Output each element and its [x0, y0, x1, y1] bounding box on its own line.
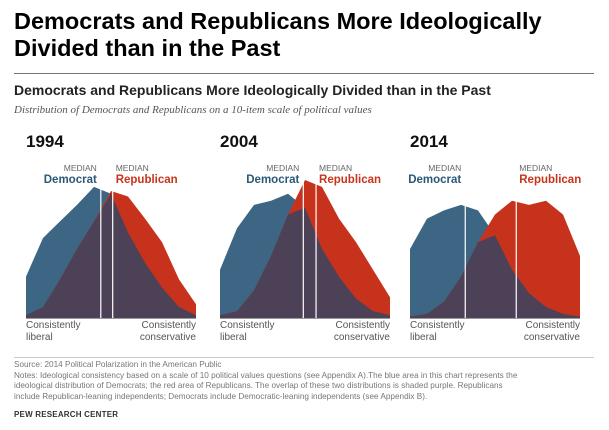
- year-label: 1994: [26, 132, 64, 151]
- distribution-plot-1994: [26, 176, 196, 319]
- source-note: Source: 2014 Political Polarization in t…: [14, 360, 222, 369]
- notes-divider: [14, 357, 594, 358]
- median-label-democrat: MEDIAN: [266, 163, 300, 173]
- pew-research-center-credit: PEW RESEARCH CENTER: [14, 410, 119, 419]
- democrat-label: Democrat: [43, 174, 97, 186]
- republican-label: Republican: [115, 174, 178, 186]
- chart-panel-2014: 2014 MEDIAN MEDIAN Democrat Republican C…: [408, 132, 582, 352]
- overlap-distribution-area: [410, 235, 580, 318]
- consistently-conservative-label: Consistently conservative: [523, 320, 580, 343]
- median-label-democrat: MEDIAN: [428, 163, 462, 173]
- median-label-republican: MEDIAN: [319, 163, 353, 173]
- title-divider: [14, 73, 594, 74]
- chart-description: Distribution of Democrats and Republican…: [14, 104, 372, 116]
- democrat-label: Democrat: [246, 174, 300, 186]
- republican-label: Republican: [519, 174, 582, 186]
- distribution-plot-2014: [410, 176, 580, 319]
- median-label-republican: MEDIAN: [115, 163, 149, 173]
- consistently-liberal-label: Consistently liberal: [410, 320, 465, 343]
- chart-panel-1994: 1994 MEDIAN MEDIAN Democrat Republican C…: [26, 132, 196, 352]
- consistently-conservative-label: Consistently conservative: [139, 320, 196, 343]
- republican-label: Republican: [319, 174, 382, 186]
- notes-line-3: include Republican-leaning independents;…: [14, 391, 428, 401]
- chart-title: Democrats and Republicans More Ideologic…: [14, 82, 491, 98]
- median-label-democrat: MEDIAN: [63, 163, 97, 173]
- consistently-liberal-label: Consistently liberal: [220, 320, 275, 343]
- consistently-liberal-label: Consistently liberal: [26, 320, 81, 343]
- consistently-conservative-label: Consistently conservative: [333, 320, 390, 343]
- notes-line-2: ideological distribution of Democrats; t…: [14, 381, 503, 390]
- chart-panel-2004: 2004 MEDIAN MEDIAN Democrat Republican C…: [220, 132, 390, 352]
- distribution-plot-2004: [220, 176, 390, 319]
- notes-line-1: Notes: Ideological consistency based on …: [14, 370, 518, 380]
- year-label: 2014: [410, 132, 448, 151]
- notes: Source: 2014 Political Polarization in t…: [14, 360, 599, 402]
- overlap-distribution-area: [26, 193, 196, 318]
- median-label-republican: MEDIAN: [519, 163, 553, 173]
- overlap-distribution-area: [220, 207, 390, 318]
- democrat-label: Democrat: [408, 174, 462, 186]
- main-title: Democrats and Republicans More Ideologic…: [14, 8, 542, 61]
- year-label: 2004: [220, 132, 258, 151]
